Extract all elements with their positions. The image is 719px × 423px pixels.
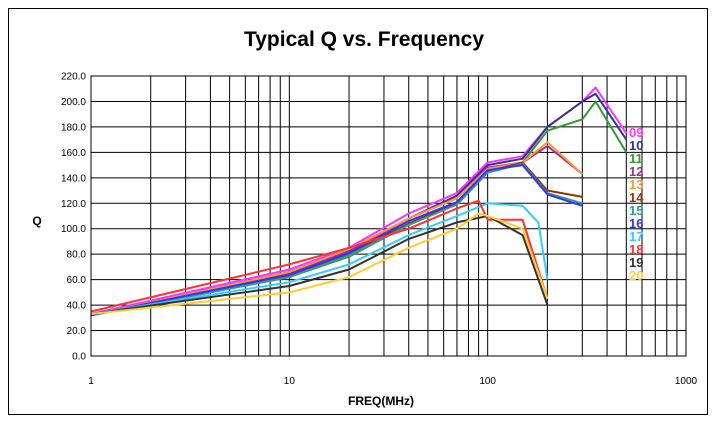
chart-title: Typical Q vs. Frequency: [244, 28, 484, 51]
series-line-09: [90, 86, 628, 315]
series-line-11: [90, 100, 628, 317]
plot-border: [90, 75, 687, 357]
y-tick-label: 20.0: [67, 326, 87, 337]
y-tick-label: 120.0: [61, 199, 86, 210]
legend-label-10: 10: [629, 138, 643, 153]
legend-label-14: 14: [629, 190, 644, 205]
series-line-12: [90, 145, 583, 317]
legend-label-09: 09: [629, 125, 643, 140]
y-tick-label: 200.0: [61, 97, 86, 108]
legend-label-15: 15: [629, 203, 643, 218]
series-line-20: [90, 212, 549, 315]
x-tick-label: 100: [479, 376, 496, 387]
y-tick-labels: 0.0 20.0 40.0 60.0 80.0 100.0 120.0 140.0 160.0 1…: [61, 72, 86, 363]
y-tick-label: 0.0: [72, 352, 86, 363]
y-axis-label: Q: [32, 214, 41, 228]
y-tick-label: 220.0: [61, 72, 86, 83]
legend-label-19: 19: [629, 255, 643, 270]
series-line-19: [90, 215, 549, 315]
x-tick-label: 1000: [675, 376, 698, 387]
x-tick-labels: 1 10 100 1000: [88, 376, 697, 387]
chart-svg: Typical Q vs. Frequency 0.0 20.0 40.0 60.0 8…: [32, 28, 697, 408]
y-tick-label: 60.0: [67, 275, 87, 286]
y-tick-label: 80.0: [67, 250, 87, 261]
series-line-17: [90, 202, 549, 315]
series-line-18: [90, 199, 549, 313]
series-layer: [90, 86, 628, 317]
y-tick-label: 160.0: [61, 148, 86, 159]
y-tick-label: 100.0: [61, 224, 86, 235]
x-tick-label: 1: [88, 376, 94, 387]
x-tick-label: 10: [284, 376, 296, 387]
legend-label-13: 13: [629, 177, 643, 192]
series-line-15: [90, 162, 583, 317]
legend-label-20: 20: [629, 268, 643, 283]
legend-label-18: 18: [629, 242, 643, 257]
chart-frame: Typical Q vs. Frequency 0.0 20.0 40.0 60.0 8…: [8, 8, 708, 415]
series-line-14: [90, 161, 583, 317]
x-axis-label: FREQ(MHz): [348, 394, 414, 408]
series-line-13: [90, 141, 583, 317]
legend-label-12: 12: [629, 164, 643, 179]
series-line-16: [90, 164, 583, 317]
legend-label-11: 11: [629, 151, 643, 166]
y-tick-label: 180.0: [61, 122, 86, 133]
y-tick-label: 40.0: [67, 301, 87, 312]
grid-layer: [91, 75, 686, 357]
legend-label-17: 17: [629, 229, 643, 244]
legend-label-16: 16: [629, 216, 643, 231]
y-tick-label: 140.0: [61, 173, 86, 184]
